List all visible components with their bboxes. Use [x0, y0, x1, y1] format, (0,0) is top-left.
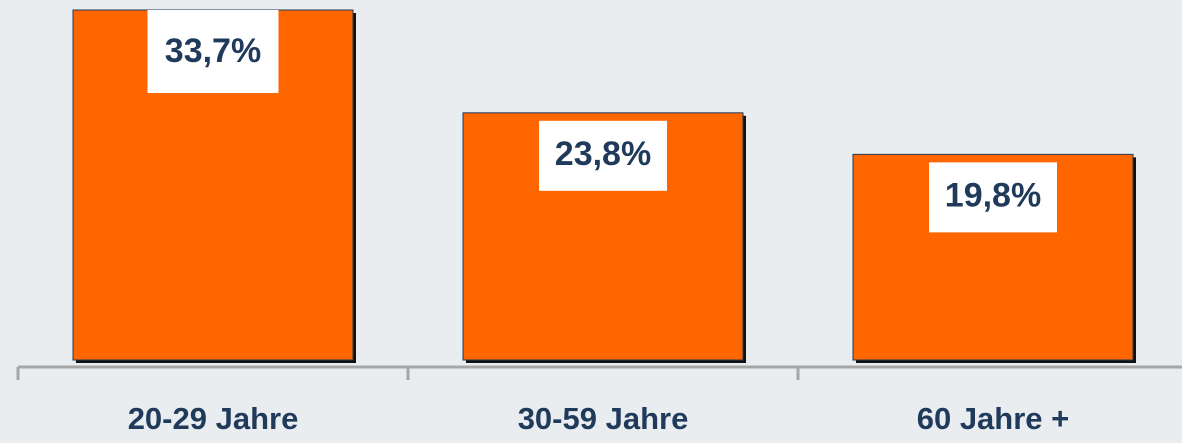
value-label-box — [147, 10, 279, 93]
value-label-box — [929, 162, 1057, 233]
value-label: 23,8% — [555, 135, 651, 173]
value-label-box — [539, 120, 667, 191]
value-label: 19,8% — [945, 176, 1041, 214]
x-tick-label: 60 Jahre + — [917, 401, 1070, 436]
x-tick-label: 30-59 Jahre — [518, 401, 689, 436]
x-tick-label: 20-29 Jahre — [128, 401, 299, 436]
value-label: 33,7% — [165, 32, 261, 70]
